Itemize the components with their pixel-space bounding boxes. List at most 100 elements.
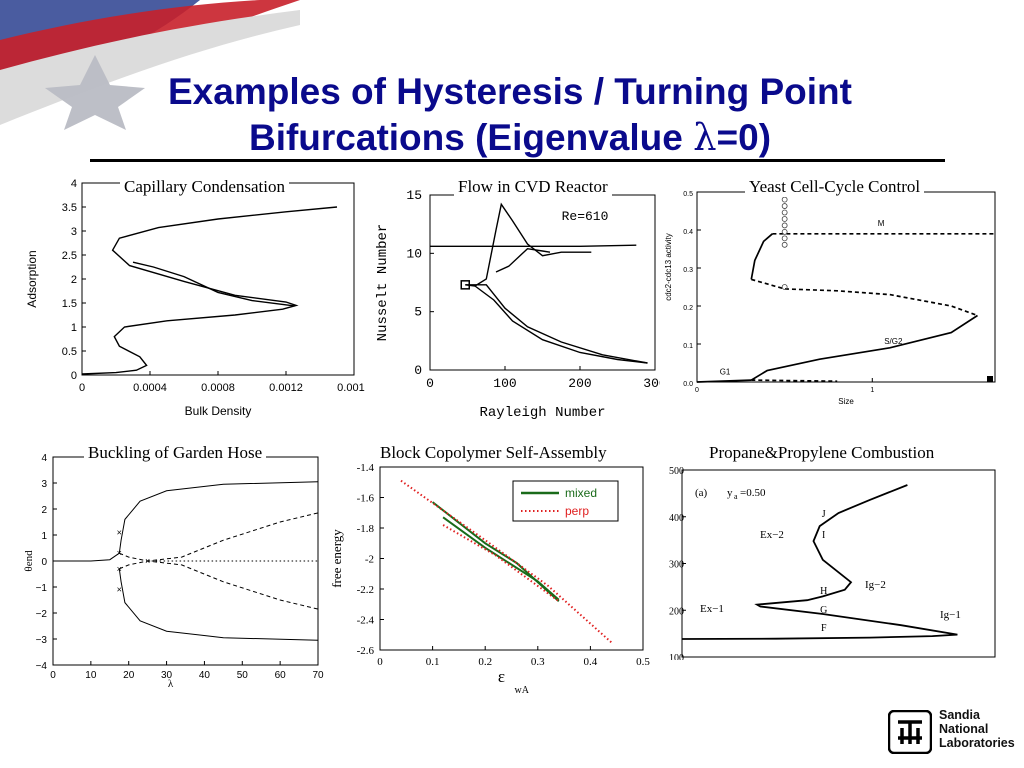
y-tick-label: 0 — [414, 363, 422, 378]
x-tick-label: 0.5 — [636, 656, 650, 668]
x-tick-label: 70 — [312, 670, 324, 681]
logo-text-line: National — [939, 722, 989, 736]
series-line-2 — [132, 261, 295, 307]
series-line-4 — [442, 524, 560, 603]
series-line-6 — [751, 379, 838, 383]
series-line-5 — [696, 379, 752, 383]
x-tick-label: 0.0008 — [201, 382, 235, 394]
series-line-2 — [118, 568, 319, 641]
series-line-3 — [119, 512, 319, 562]
point-label: J — [822, 509, 826, 520]
y-tick-label: 2 — [41, 505, 47, 516]
y-tick-label: 1 — [41, 531, 47, 542]
data-marker — [781, 241, 788, 248]
y-tick-label: -1.8 — [357, 523, 375, 535]
y-tick-label: 3 — [71, 226, 77, 238]
sandia-logo: Sandia National Laboratories — [888, 708, 1018, 758]
y-tick-label: 0 — [41, 557, 47, 568]
legend-label-perp: perp — [565, 504, 589, 518]
y-axis-label: cdc2-cdc13 activity — [664, 233, 673, 301]
x-tick-label: 0.0016 — [337, 382, 365, 394]
x-tick-label: 0.0012 — [269, 382, 303, 394]
title-text: Bifurcations (Eigenvalue — [248, 117, 694, 158]
flag-banner-decoration — [0, 0, 300, 130]
y-tick-label: 100 — [669, 653, 684, 660]
x-tick-label: 0 — [426, 376, 434, 391]
x-axis-label: λ — [168, 678, 174, 690]
data-marker — [781, 203, 788, 209]
data-marker — [781, 284, 788, 290]
data-marker — [781, 216, 788, 222]
x-tick-label: 40 — [199, 670, 211, 681]
x-tick-label: 60 — [275, 670, 287, 681]
chart-title-yeast: Yeast Cell-Cycle Control — [745, 177, 925, 197]
data-marker — [781, 196, 788, 203]
x-axis-label: Size — [838, 397, 854, 406]
chart-title-hose: Buckling of Garden Hose — [84, 443, 267, 463]
series-line-5 — [495, 247, 551, 273]
annotation-ex1: Ex−1 — [700, 603, 724, 615]
y-tick-label: 0.4 — [683, 229, 693, 236]
composition-annotation-subscript: a — [734, 492, 738, 501]
series-line-3 — [751, 278, 978, 317]
turning-point-marker — [460, 280, 470, 290]
bifurcation-marker: × — [145, 556, 150, 566]
y-tick-label: -1.6 — [357, 493, 375, 505]
chart-title-capillary: Capillary Condensation — [120, 177, 290, 197]
point-label: I — [822, 530, 825, 541]
bifurcation-marker: × — [117, 585, 122, 595]
chart-cvd-reactor: 0 100 200 300 0 5 10 15 Re=610 Rayleigh Number Nus… — [375, 188, 660, 421]
bifurcation-marker: × — [117, 548, 122, 558]
x-tick-label: 0 — [50, 670, 56, 681]
legend-box — [512, 480, 619, 522]
x-tick-label: 300 — [643, 376, 660, 391]
y-tick-label: 1.5 — [62, 298, 77, 310]
chart-combustion: 500 400 300 200 100 (a) y a =0.50 JI HGF Ex−2 Ex−1 Ig… — [669, 466, 996, 660]
endpoint-marker — [987, 376, 993, 382]
x-tick-label: 1 — [870, 387, 874, 394]
x-axis-label: ε — [498, 667, 505, 686]
y-tick-label: -2.2 — [357, 584, 374, 596]
y-tick-label: 200 — [669, 606, 684, 617]
data-marker — [781, 209, 788, 216]
panel-annotation: (a) — [695, 487, 708, 499]
branch-label-sg2: S/G2 — [884, 337, 903, 346]
point-label: G — [820, 605, 827, 616]
x-tick-label: 0.4 — [584, 656, 598, 668]
chart-title-copolymer: Block Copolymer Self-Assembly — [376, 443, 611, 463]
composition-annotation-value: =0.50 — [740, 487, 766, 499]
series-line-1 — [53, 481, 319, 562]
y-tick-label: −2 — [36, 609, 48, 620]
data-marker — [781, 235, 788, 242]
plot-frame — [696, 191, 996, 383]
series-line-4 — [119, 560, 319, 610]
branch-label-g1: G1 — [720, 367, 731, 376]
series-line-1 — [681, 484, 958, 640]
x-tick-label: 100 — [493, 376, 516, 391]
y-tick-label: 4 — [41, 453, 47, 464]
y-tick-label: 10 — [406, 246, 422, 261]
sandia-thunderbird-icon — [888, 710, 932, 754]
x-tick-label: 30 — [161, 670, 173, 681]
y-tick-label: 300 — [669, 560, 684, 571]
x-axis-label: Bulk Density — [185, 404, 252, 418]
bifurcation-marker: × — [117, 564, 122, 574]
chart-title-combustion: Propane&Propylene Combustion — [705, 443, 939, 463]
y-tick-label: 3 — [41, 479, 47, 490]
y-tick-label: 2.5 — [62, 250, 77, 262]
point-label: F — [821, 623, 827, 634]
y-tick-label: −3 — [36, 635, 48, 646]
y-tick-label: -2 — [365, 554, 374, 566]
x-tick-label: 200 — [568, 376, 591, 391]
y-tick-label: 15 — [406, 188, 422, 203]
y-tick-label: 4 — [71, 178, 77, 190]
y-tick-label: 0.3 — [683, 267, 693, 274]
logo-text-line: Sandia — [939, 708, 980, 722]
y-tick-label: 5 — [414, 305, 422, 320]
logo-text-line: Laboratories — [939, 736, 1015, 750]
y-tick-label: 0 — [71, 370, 77, 382]
annotation-ig2: Ig−2 — [865, 579, 886, 591]
series-line-2 — [442, 516, 560, 601]
y-tick-label: 0.5 — [62, 346, 77, 358]
